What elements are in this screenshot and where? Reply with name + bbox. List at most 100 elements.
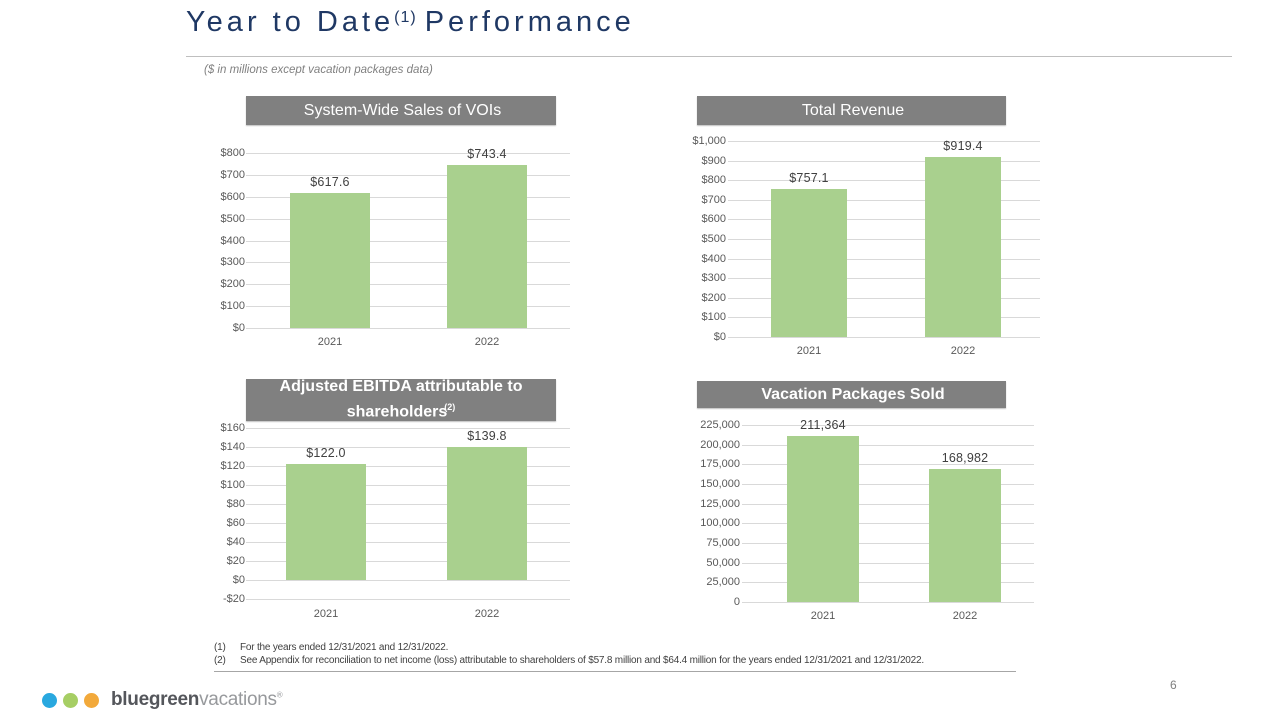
gridline [246,580,570,581]
chart-header-vacation-packages: Vacation Packages Sold [697,381,1006,408]
units-note: ($ in millions except vacation packages … [204,64,433,76]
gridline [246,328,570,329]
gridline [728,298,1040,299]
gridline [246,153,570,154]
bar-2021 [771,189,847,337]
footnote-1: (1) For the years ended 12/31/2021 and 1… [214,641,1016,654]
y-axis-tick-label: $400 [701,253,726,265]
y-axis-tick-label: 200,000 [700,439,740,451]
gridline [742,484,1034,485]
title-divider [186,56,1232,57]
gridline [246,485,570,486]
bar-value-label: $122.0 [306,446,346,460]
logo-wordmark: bluegreenvacations® [111,689,283,711]
y-axis-tick-label: $0 [232,322,245,334]
gridline [246,306,570,307]
logo-text-vacations: vacations [199,689,277,710]
y-axis-tick-label: $120 [220,460,245,472]
footnote-2-text: See Appendix for reconciliation to net i… [240,655,924,666]
chart-header-system-wide-sales: System-Wide Sales of VOIs [246,96,556,125]
y-axis-tick-label: $500 [220,213,245,225]
x-axis-category-label: 2021 [810,610,836,622]
bar-value-label: $139.8 [467,429,507,443]
y-axis-tick-label: 125,000 [700,498,740,510]
gridline [246,504,570,505]
gridline [246,241,570,242]
y-axis-tick-label: $40 [226,536,245,548]
chart-header-total-revenue: Total Revenue [697,96,1006,125]
page-number: 6 [1170,678,1177,692]
y-axis-tick-label: 50,000 [706,557,740,569]
gridline [742,523,1034,524]
y-axis-tick-label: $1,000 [692,135,726,147]
gridline [246,542,570,543]
page-title-footnote-ref: (1) [394,9,417,26]
page-title: Year to Date(1) Performance [186,6,635,39]
gridline [728,180,1040,181]
bar-value-label: 211,364 [800,418,846,432]
y-axis-tick-label: $160 [220,422,245,434]
gridline [246,262,570,263]
y-axis-tick-label: 75,000 [706,537,740,549]
gridline [742,563,1034,564]
gridline [246,197,570,198]
gridline [246,599,570,600]
gridline [728,141,1040,142]
bar-value-label: 168,982 [941,451,989,465]
gridline [246,219,570,220]
gridline [742,464,1034,465]
x-axis-category-label: 2021 [313,608,339,620]
gridline [728,337,1040,338]
y-axis-tick-label: $400 [220,235,245,247]
gridline [742,504,1034,505]
y-axis-tick-label: 100,000 [700,517,740,529]
bar-value-label: $617.6 [310,175,350,189]
y-axis-tick-label: $60 [226,517,245,529]
bar-2021 [290,193,370,328]
y-axis-tick-label: $20 [226,555,245,567]
gridline [742,543,1034,544]
page-title-rest: Performance [424,6,635,38]
y-axis-tick-label: $600 [701,213,726,225]
gridline [246,561,570,562]
bar-value-label: $757.1 [789,171,829,185]
y-axis-tick-label: 225,000 [700,419,740,431]
gridline [742,602,1034,603]
chart-title-footnote-ref: (2) [444,402,456,413]
gridline [246,428,570,429]
x-axis-category-label: 2022 [474,336,500,348]
y-axis-tick-label: $100 [220,300,245,312]
y-axis-tick-label: 0 [733,596,740,608]
y-axis-tick-label: $700 [220,169,245,181]
chart-title: Total Revenue [801,101,905,119]
bar-2021 [787,436,859,602]
gridline [742,425,1034,426]
y-axis-tick-label: $900 [701,155,726,167]
gridline [246,466,570,467]
x-axis-category-label: 2022 [952,610,978,622]
footnote-2: (2) See Appendix for reconciliation to n… [214,654,1016,667]
gridline [246,523,570,524]
gridline [246,284,570,285]
y-axis-tick-label: $800 [701,174,726,186]
gridline [246,175,570,176]
y-axis-tick-label: $800 [220,147,245,159]
y-axis-tick-label: 150,000 [700,478,740,490]
gridline [728,219,1040,220]
bar-value-label: $919.4 [943,139,983,153]
bar-2022 [447,447,527,580]
y-axis-tick-label: 175,000 [700,458,740,470]
y-axis-tick-label: $300 [220,256,245,268]
gridline [728,278,1040,279]
gridline [728,259,1040,260]
chart-header-adjusted-ebitda: Adjusted EBITDA attributable to sharehol… [246,378,556,421]
y-axis-tick-label: $80 [226,498,245,510]
bar-2022 [929,469,1001,602]
y-axis-tick-label: 25,000 [706,576,740,588]
y-axis-tick-label: $140 [220,441,245,453]
chart-title: System-Wide Sales of VOIs [303,101,502,119]
gridline [742,582,1034,583]
y-axis-tick-label: $500 [701,233,726,245]
